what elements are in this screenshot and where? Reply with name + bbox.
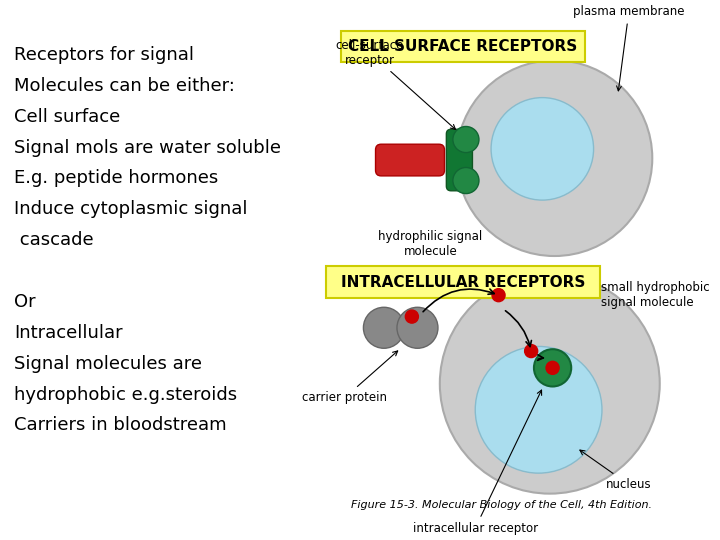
Text: small hydrophobic
signal molecule: small hydrophobic signal molecule xyxy=(601,281,710,309)
Text: hydrophobic e.g.steroids: hydrophobic e.g.steroids xyxy=(14,386,237,403)
Circle shape xyxy=(534,349,571,387)
FancyBboxPatch shape xyxy=(446,129,472,191)
Text: cell-surface
receptor: cell-surface receptor xyxy=(336,39,456,130)
Circle shape xyxy=(546,361,559,374)
Text: Receptors for signal: Receptors for signal xyxy=(14,46,194,64)
FancyBboxPatch shape xyxy=(326,266,600,298)
Circle shape xyxy=(453,167,479,193)
Text: Or: Or xyxy=(14,293,35,311)
Circle shape xyxy=(440,274,660,494)
Text: Molecules can be either:: Molecules can be either: xyxy=(14,77,235,95)
Text: CELL SURFACE RECEPTORS: CELL SURFACE RECEPTORS xyxy=(348,39,577,54)
Circle shape xyxy=(364,307,405,348)
Text: carrier protein: carrier protein xyxy=(302,351,397,404)
Text: cascade: cascade xyxy=(14,231,94,249)
FancyBboxPatch shape xyxy=(341,31,585,62)
Text: hydrophilic signal
molecule: hydrophilic signal molecule xyxy=(379,230,482,258)
Text: E.g. peptide hormones: E.g. peptide hormones xyxy=(14,170,218,187)
Circle shape xyxy=(475,347,602,473)
Text: INTRACELLULAR RECEPTORS: INTRACELLULAR RECEPTORS xyxy=(341,275,585,289)
Circle shape xyxy=(453,126,479,153)
Text: nucleus: nucleus xyxy=(580,450,652,491)
Text: Intracellular: Intracellular xyxy=(14,324,122,342)
Circle shape xyxy=(491,98,593,200)
Circle shape xyxy=(456,60,652,256)
Text: Carriers in bloodstream: Carriers in bloodstream xyxy=(14,416,227,434)
Circle shape xyxy=(492,289,505,302)
FancyBboxPatch shape xyxy=(376,144,444,176)
Text: Cell surface: Cell surface xyxy=(14,108,120,126)
Text: Signal molecules are: Signal molecules are xyxy=(14,355,202,373)
Text: plasma membrane: plasma membrane xyxy=(573,5,685,91)
Text: Signal mols are water soluble: Signal mols are water soluble xyxy=(14,139,281,157)
Text: intracellular receptor: intracellular receptor xyxy=(413,390,541,535)
Circle shape xyxy=(525,345,538,357)
Circle shape xyxy=(397,307,438,348)
Circle shape xyxy=(405,310,418,323)
Text: Induce cytoplasmic signal: Induce cytoplasmic signal xyxy=(14,200,248,218)
Text: Figure 15-3. Molecular Biology of the Cell, 4th Edition.: Figure 15-3. Molecular Biology of the Ce… xyxy=(351,501,652,510)
